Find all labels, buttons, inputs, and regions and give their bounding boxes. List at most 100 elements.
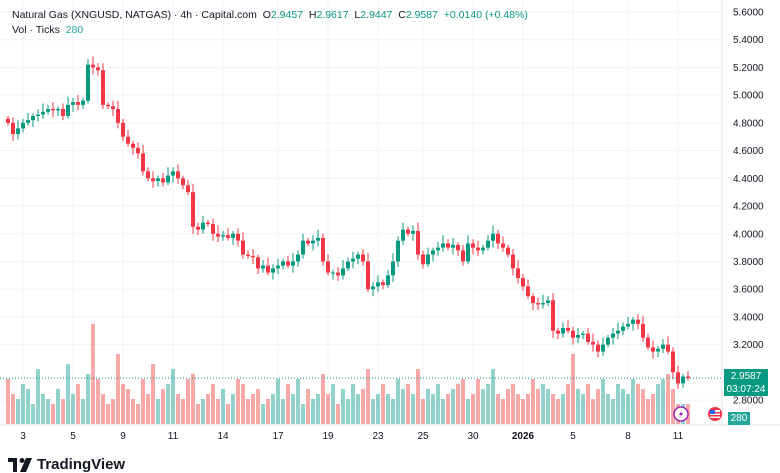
volume-bar: [96, 379, 100, 424]
volume-bar: [406, 384, 410, 424]
volume-bar: [216, 399, 220, 424]
candle: [431, 250, 435, 255]
volume-bar: [201, 399, 205, 424]
volume-bar: [111, 399, 115, 424]
low-value: 2.9447: [360, 9, 393, 21]
volume-bar: [556, 399, 560, 424]
candle: [56, 109, 60, 111]
volume-bar: [471, 394, 475, 424]
volume-bar: [206, 394, 210, 424]
volume-bar: [41, 394, 45, 424]
volume-bar: [301, 404, 305, 424]
tradingview-logo[interactable]: TradingView: [8, 456, 125, 473]
volume-bar: [601, 379, 605, 424]
candle: [386, 275, 390, 286]
candle: [461, 250, 465, 262]
candle: [341, 268, 345, 276]
candle: [266, 265, 270, 273]
volume-bar: [391, 399, 395, 424]
candle: [456, 244, 460, 251]
candle: [686, 376, 690, 379]
candle: [241, 240, 245, 255]
us-flag-icon[interactable]: [708, 407, 722, 421]
volume-bar: [606, 394, 610, 424]
candle: [311, 240, 315, 244]
candle: [451, 244, 455, 248]
candle: [211, 224, 215, 234]
volume-bar: [351, 384, 355, 424]
volume-bar: [46, 399, 50, 424]
candle: [201, 222, 205, 230]
volume-bar: [416, 369, 420, 424]
volume-bar: [526, 394, 530, 424]
candle: [361, 254, 365, 262]
volume-bar: [316, 394, 320, 424]
candle: [566, 328, 570, 331]
candle: [291, 261, 295, 266]
time-tick-label: 11: [168, 431, 179, 442]
candle: [516, 268, 520, 279]
symbol-title[interactable]: Natural Gas (XNGUSD, NATGAS) · 4h · Capi…: [12, 9, 257, 21]
price-tick-label: 3.8000: [733, 257, 764, 268]
volume-bar: [581, 394, 585, 424]
tradingview-logo-icon: [8, 457, 32, 472]
volume-bar: [11, 394, 15, 424]
candle: [646, 337, 650, 348]
candle: [391, 261, 395, 276]
candle: [146, 171, 150, 179]
candle: [371, 286, 375, 290]
volume-indicator-label[interactable]: Vol · Ticks: [12, 24, 60, 36]
candle: [26, 120, 30, 123]
time-axis[interactable]: 3 5 9 11 14 17 19 23 25 30 2026 5 8 11: [20, 431, 683, 442]
price-tick-label: 4.6000: [733, 146, 764, 157]
volume-bar: [506, 389, 510, 424]
candle: [551, 300, 555, 331]
candle: [106, 104, 110, 107]
volume-bar: [486, 384, 490, 424]
candle: [11, 122, 15, 134]
lightning-icon[interactable]: [673, 406, 689, 422]
volume-bar: [591, 399, 595, 424]
volume-bar: [346, 399, 350, 424]
candle: [66, 104, 70, 116]
candle: [546, 300, 550, 304]
volume-bar: [656, 384, 660, 424]
time-tick-label: 17: [272, 431, 284, 442]
volume-bar: [456, 384, 460, 424]
volume-bar: [26, 389, 30, 424]
volume-bar: [671, 389, 675, 424]
time-tick-label: 30: [467, 431, 479, 442]
candle: [476, 247, 480, 251]
price-axis[interactable]: 5.6000 5.4000 5.2000 5.0000 4.8000 4.6000 4.40…: [733, 8, 764, 407]
candlestick-chart[interactable]: 5.6000 5.4000 5.2000 5.0000 4.8000 4.6000 4.40…: [0, 0, 780, 450]
volume-bar: [501, 399, 505, 424]
candle: [271, 268, 275, 273]
volume-bar: [156, 399, 160, 424]
candle: [441, 243, 445, 248]
candle: [221, 235, 225, 237]
candle: [316, 237, 320, 241]
volume-bar: [386, 394, 390, 424]
candle: [526, 286, 530, 297]
volume-bar: [516, 394, 520, 424]
candle: [256, 257, 260, 269]
volume-bar: [281, 399, 285, 424]
volume-bar: [31, 404, 35, 424]
candle: [581, 333, 585, 335]
volume-bar: [171, 369, 175, 424]
candle: [521, 278, 525, 287]
candle: [246, 254, 250, 256]
volume-bar: [341, 389, 345, 424]
volume-bar: [181, 399, 185, 424]
candle: [606, 337, 610, 345]
candle: [611, 333, 615, 338]
volume-bar: [276, 379, 280, 424]
volume-bar: [21, 384, 25, 424]
price-tick-label: 4.8000: [733, 118, 764, 129]
time-tick-label: 2026: [512, 431, 535, 442]
volume-bar: [551, 394, 555, 424]
candle: [486, 240, 490, 248]
volume-bar: [286, 384, 290, 424]
volume-bar: [166, 384, 170, 424]
candle: [226, 235, 230, 238]
